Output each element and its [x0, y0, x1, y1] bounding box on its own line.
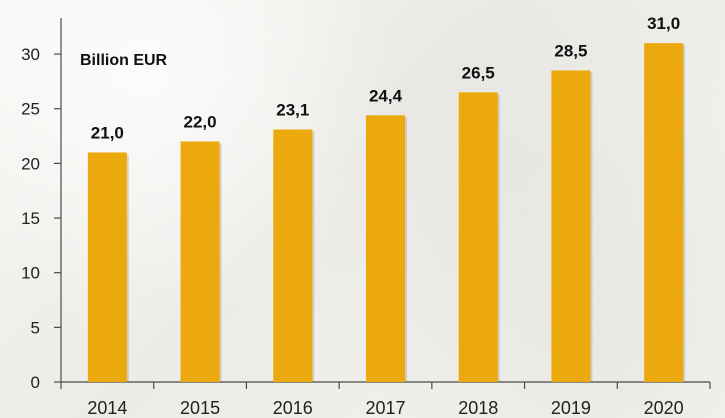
x-tick-label: 2018 — [458, 398, 498, 418]
bar-2014 — [87, 152, 127, 382]
bar-2016 — [273, 129, 313, 382]
unit-label: Billion EUR — [80, 52, 168, 69]
bar-value-label: 21,0 — [91, 123, 124, 142]
x-tick-label: 2017 — [365, 398, 405, 418]
bar-2015 — [180, 141, 220, 382]
y-tick-label: 25 — [21, 100, 40, 119]
y-tick-label: 15 — [21, 209, 40, 228]
x-tick-label: 2014 — [87, 398, 127, 418]
x-tick-label: 2015 — [180, 398, 220, 418]
bar-value-label: 28,5 — [554, 41, 587, 60]
bar-value-label: 24,4 — [369, 86, 403, 105]
bar-value-label: 22,0 — [184, 113, 217, 132]
y-tick-label: 0 — [31, 373, 40, 392]
x-tick-label: 2020 — [644, 398, 684, 418]
bar-value-label: 23,1 — [276, 100, 309, 119]
bar-value-label: 31,0 — [647, 14, 680, 33]
y-tick-label: 30 — [21, 45, 40, 64]
bar-2017 — [366, 115, 405, 383]
y-tick-label: 10 — [21, 264, 40, 283]
bar-2020 — [644, 43, 684, 382]
x-tick-label: 2016 — [273, 398, 313, 418]
y-tick-label: 5 — [31, 318, 40, 337]
x-tick-label: 2019 — [551, 398, 591, 418]
bar-2018 — [458, 92, 498, 383]
bar-value-label: 26,5 — [462, 63, 495, 82]
y-tick-label: 20 — [21, 154, 40, 173]
bar-2019 — [551, 70, 591, 382]
